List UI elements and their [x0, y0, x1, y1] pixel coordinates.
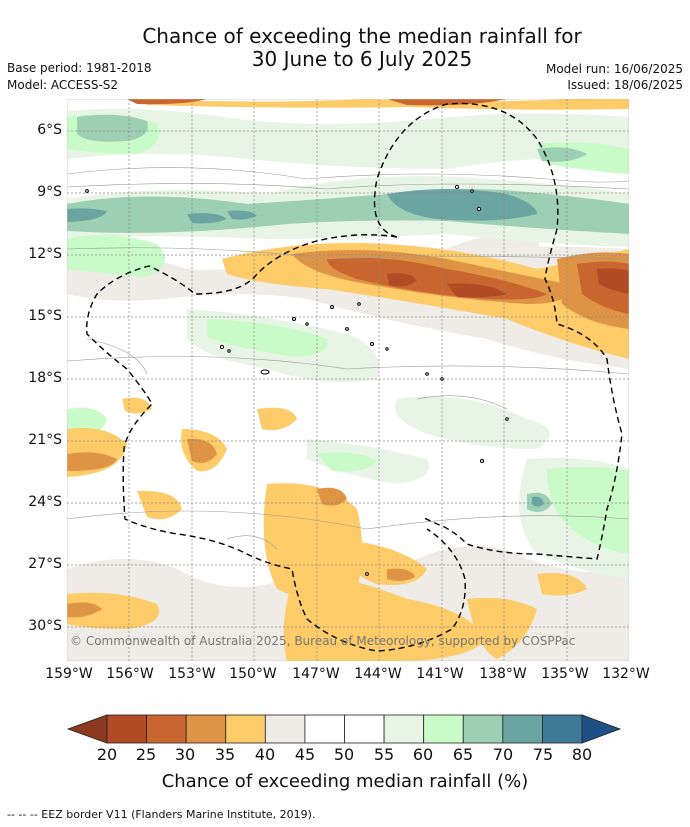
colorbar-cell	[185, 714, 227, 744]
colorbar-cell	[225, 714, 266, 744]
colorbar-tick: 30	[174, 745, 196, 764]
colorbar-cell	[383, 714, 425, 744]
colorbar-tick: 70	[492, 745, 514, 764]
rust-shading	[387, 268, 629, 298]
colorbar-cell	[423, 714, 464, 744]
gridlines	[67, 99, 629, 661]
colorbar-upper-extend	[581, 714, 622, 744]
contour-lines	[67, 167, 629, 550]
colorbar-cell	[462, 714, 504, 744]
lat-label: 6°S	[37, 122, 62, 138]
rainfall-map	[67, 99, 629, 661]
title-line2: 30 June to 6 July 2025	[251, 47, 473, 71]
eez-footnote: -- -- -- EEZ border V11 (Flanders Marine…	[7, 808, 316, 821]
colorbar-tick: 40	[254, 745, 276, 764]
eez-border	[86, 102, 623, 652]
colorbar-tick: 55	[373, 745, 395, 764]
colorbar-cell	[146, 714, 187, 744]
colorbar-tick: 60	[412, 745, 434, 764]
colorbar-cell	[542, 714, 583, 744]
colorbar-tick: 20	[96, 745, 118, 764]
colorbar-cell	[344, 714, 385, 744]
lat-label: 30°S	[28, 618, 62, 634]
colorbar-tick: 35	[214, 745, 236, 764]
lon-label: 138°W	[479, 666, 527, 682]
lon-label: 156°W	[106, 666, 154, 682]
lon-label: 147°W	[292, 666, 340, 682]
lon-label: 144°W	[354, 666, 402, 682]
colorbar	[66, 714, 622, 744]
colorbar-tick: 45	[294, 745, 316, 764]
lon-label: 141°W	[416, 666, 464, 682]
title-line1: Chance of exceeding the median rainfall …	[142, 24, 582, 48]
islands	[85, 184, 509, 576]
lat-label: 21°S	[28, 432, 62, 448]
base-period: Base period: 1981-2018	[7, 61, 152, 75]
lon-label: 159°W	[45, 666, 93, 682]
colorbar-tick: 25	[135, 745, 157, 764]
lat-label: 24°S	[28, 494, 62, 510]
colorbar-tick: 65	[452, 745, 474, 764]
lon-label: 135°W	[541, 666, 589, 682]
pale-green-shading	[67, 114, 629, 554]
model-run: Model run: 16/06/2025	[545, 62, 683, 76]
colorbar-cell	[304, 714, 345, 744]
issued-date: Issued: 18/06/2025	[567, 78, 683, 92]
colorbar-tick: 50	[333, 745, 355, 764]
lon-label: 132°W	[602, 666, 650, 682]
teal-shading	[67, 189, 544, 507]
lat-label: 27°S	[28, 556, 62, 572]
colorbar-tick: 75	[532, 745, 554, 764]
model-name: Model: ACCESS-S2	[7, 78, 119, 92]
lat-label: 12°S	[28, 246, 62, 262]
lon-label: 153°W	[168, 666, 216, 682]
colorbar-lower-extend	[66, 714, 108, 744]
colorbar-cell	[502, 714, 543, 744]
lon-label: 150°W	[229, 666, 277, 682]
colorbar-cell	[106, 714, 147, 744]
lat-label: 18°S	[28, 370, 62, 386]
lat-label: 15°S	[28, 308, 62, 324]
colorbar-cell	[264, 714, 306, 744]
colorbar-title: Chance of exceeding median rainfall (%)	[161, 771, 529, 792]
colorbar-tick: 80	[571, 745, 593, 764]
copyright-note: © Commonwealth of Australia 2025, Bureau…	[70, 634, 576, 648]
lat-label: 9°S	[37, 184, 62, 200]
